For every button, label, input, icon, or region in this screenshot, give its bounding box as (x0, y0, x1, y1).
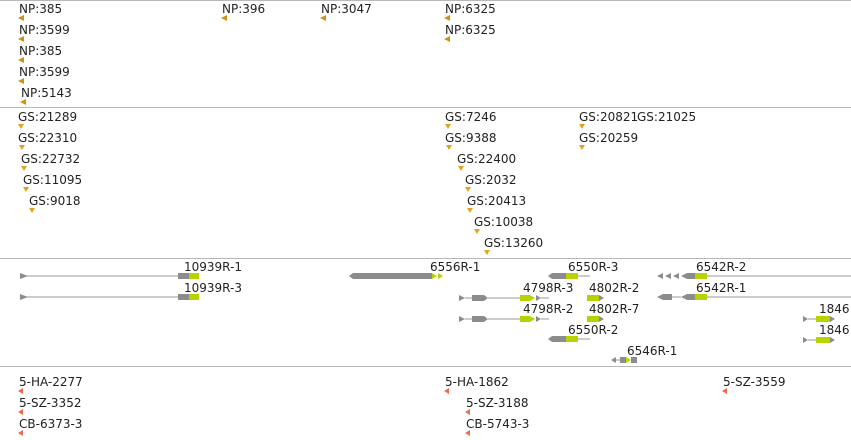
gs-feature-label[interactable]: GS:9018 (29, 194, 81, 208)
gs-marker-icon[interactable] (465, 187, 471, 192)
gs-feature-label[interactable]: GS:13260 (484, 236, 544, 250)
gene-models-canvas (20, 273, 851, 363)
strain-feature-label[interactable]: 5-HA-1862 (445, 375, 509, 389)
gene-model[interactable] (657, 294, 851, 300)
strain-marker-icon[interactable] (18, 430, 23, 436)
np-marker-icon[interactable] (444, 36, 450, 42)
gene-label[interactable]: 10939R-1 (184, 260, 242, 274)
gs-marker-icon[interactable] (579, 145, 585, 150)
gene-model[interactable] (20, 294, 199, 300)
strain-feature-label[interactable]: CB-5743-3 (466, 417, 530, 431)
gs-marker-icon[interactable] (445, 124, 451, 129)
strain-marker-icon[interactable] (444, 388, 449, 394)
strain-marker-icon[interactable] (722, 388, 727, 394)
gene-label[interactable]: 4798R-3 (523, 281, 574, 295)
gs-marker-icon[interactable] (23, 187, 29, 192)
np-feature-label[interactable]: NP:3047 (321, 2, 372, 16)
gene-label[interactable]: 6550R-2 (568, 323, 619, 337)
strain-feature-label[interactable]: 5-SZ-3352 (19, 396, 82, 410)
gs-feature-label[interactable]: GS:11095 (23, 173, 83, 187)
gs-feature-label[interactable]: GS:10038 (474, 215, 534, 229)
strain-marker-icon[interactable] (18, 388, 23, 394)
gene-label[interactable]: 1846 (819, 302, 850, 316)
np-marker-icon[interactable] (20, 99, 26, 105)
gene-model[interactable] (349, 273, 443, 279)
np-feature-label[interactable]: NP:3599 (19, 23, 70, 37)
np-marker-icon[interactable] (18, 57, 24, 63)
gene-model[interactable] (459, 295, 549, 301)
gene-model[interactable] (611, 357, 637, 363)
gs-feature-label[interactable]: GS:21289 (18, 110, 78, 124)
gs-feature-label[interactable]: GS:22310 (18, 131, 78, 145)
gene-label[interactable]: 6542R-2 (696, 260, 747, 274)
gs-marker-icon[interactable] (21, 166, 27, 171)
strain-marker-icon[interactable] (18, 409, 23, 415)
np-feature-label[interactable]: NP:385 (19, 44, 63, 58)
gs-marker-icon[interactable] (29, 208, 35, 213)
gene-label[interactable]: 1846 (819, 323, 850, 337)
gene-label[interactable]: 6550R-3 (568, 260, 619, 274)
track-divider-top (0, 0, 851, 1)
gs-feature-label[interactable]: GS:22400 (457, 152, 517, 166)
gene-label[interactable]: 10939R-3 (184, 281, 242, 295)
np-feature-label[interactable]: NP:3599 (19, 65, 70, 79)
np-marker-icon[interactable] (18, 36, 24, 42)
gs-marker-icon[interactable] (474, 229, 480, 234)
gs-marker-icon[interactable] (446, 145, 452, 150)
strain-feature-label[interactable]: 5-SZ-3559 (723, 375, 786, 389)
gene-label[interactable]: 4798R-2 (523, 302, 574, 316)
gs-marker-icon[interactable] (19, 145, 25, 150)
strain-track: 5-HA-2277 5-SZ-3352 CB-6373-3 5-HA-1862 … (0, 367, 851, 440)
gs-marker-icon[interactable] (467, 208, 473, 213)
np-marker-icon[interactable] (320, 15, 326, 21)
gene-label[interactable]: 4802R-2 (589, 281, 640, 295)
gs-feature-label[interactable]: GS:21025 (637, 110, 697, 124)
np-feature-label[interactable]: NP:385 (19, 2, 63, 16)
gene-model[interactable] (459, 316, 549, 322)
strain-feature-label[interactable]: 5-HA-2277 (19, 375, 83, 389)
gene-label[interactable]: 6556R-1 (430, 260, 481, 274)
gene-label[interactable]: 6546R-1 (627, 344, 678, 358)
gene-model[interactable] (20, 273, 199, 279)
gene-model[interactable] (803, 337, 835, 343)
np-marker-icon[interactable] (18, 78, 24, 84)
gs-feature-label[interactable]: GS:20259 (579, 131, 639, 145)
gs-feature-label[interactable]: GS:2032 (465, 173, 517, 187)
gs-feature-label[interactable]: GS:20821 (579, 110, 639, 124)
track-divider-np-gs (0, 107, 851, 108)
np-track: NP:385 NP:3599 NP:385 NP:3599 NP:5143 NP… (0, 0, 851, 107)
gs-marker-icon[interactable] (579, 124, 585, 129)
np-feature-label[interactable]: NP:396 (222, 2, 266, 16)
gene-track: 10939R-1 10939R-3 6556R-1 6550R-3 6542R-… (0, 259, 851, 366)
gs-feature-label[interactable]: GS:22732 (21, 152, 81, 166)
gs-marker-icon[interactable] (458, 166, 464, 171)
track-divider-gene-strain (0, 366, 851, 367)
gs-feature-label[interactable]: GS:20413 (467, 194, 527, 208)
np-feature-label[interactable]: NP:6325 (445, 23, 496, 37)
gene-model[interactable] (587, 295, 604, 301)
gs-marker-icon[interactable] (18, 124, 24, 129)
gs-track: GS:21289 GS:22310 GS:22732 GS:11095 GS:9… (0, 108, 851, 258)
gs-marker-icon[interactable] (484, 250, 490, 255)
gs-feature-label[interactable]: GS:9388 (445, 131, 497, 145)
np-marker-icon[interactable] (221, 15, 227, 21)
strain-feature-label[interactable]: 5-SZ-3188 (466, 396, 529, 410)
gene-model[interactable] (803, 316, 835, 322)
np-feature-label[interactable]: NP:5143 (21, 86, 72, 100)
gene-label[interactable]: 6542R-1 (696, 281, 747, 295)
strain-marker-icon[interactable] (465, 409, 470, 415)
np-marker-icon[interactable] (18, 15, 24, 21)
track-divider-gs-gene (0, 258, 851, 259)
gene-model[interactable] (548, 336, 590, 342)
strain-marker-icon[interactable] (465, 430, 470, 436)
np-marker-icon[interactable] (444, 15, 450, 21)
gene-model[interactable] (587, 316, 604, 322)
gs-feature-label[interactable]: GS:7246 (445, 110, 497, 124)
gene-model[interactable] (548, 273, 590, 279)
strain-feature-label[interactable]: CB-6373-3 (19, 417, 83, 431)
gene-label[interactable]: 4802R-7 (589, 302, 640, 316)
np-feature-label[interactable]: NP:6325 (445, 2, 496, 16)
gene-model[interactable] (657, 273, 851, 279)
